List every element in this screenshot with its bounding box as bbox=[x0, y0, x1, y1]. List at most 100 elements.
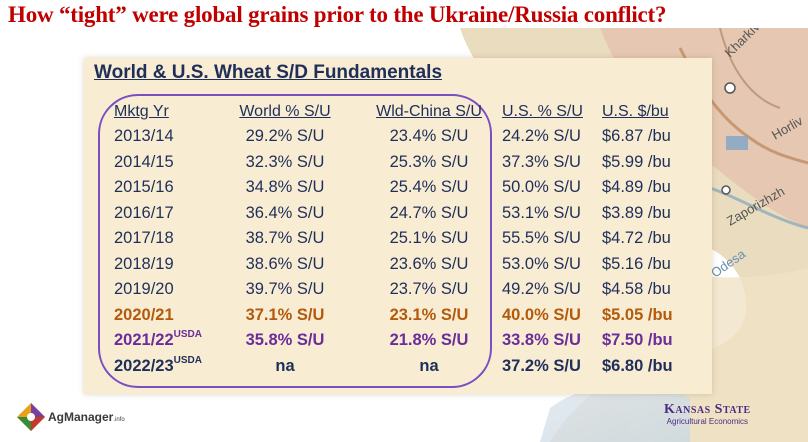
cell-us-su: 53.0% S/U bbox=[502, 252, 602, 278]
cell-us-su-text: 53.1% S/U bbox=[502, 203, 581, 222]
cell-us-su-text: 50.0% S/U bbox=[502, 178, 581, 197]
usda-superscript: USDA bbox=[173, 329, 202, 341]
cell-mktg-yr-text: 2019/20 bbox=[114, 280, 174, 299]
cell-us-su: 37.3% S/U bbox=[502, 150, 602, 176]
cell-wld-china-su-text: 24.7% S/U bbox=[389, 203, 469, 222]
cell-us-price: $4.72 /bu bbox=[602, 226, 698, 252]
cell-mktg-yr-text: 2015/16 bbox=[114, 178, 174, 197]
cell-us-price: $6.87 /bu bbox=[602, 124, 698, 150]
cell-us-su-text: 55.5% S/U bbox=[502, 229, 581, 248]
cell-mktg-yr: 2015/16 bbox=[114, 175, 214, 201]
usda-superscript: USDA bbox=[173, 354, 202, 366]
cell-world-su: 35.8% S/U bbox=[214, 328, 356, 354]
cell-wld-china-su-text: 25.3% S/U bbox=[389, 152, 469, 171]
cell-us-price: $3.89 /bu bbox=[602, 201, 698, 227]
table-header-row: Mktg Yr World % S/U Wld-China S/U U.S. %… bbox=[114, 100, 698, 124]
header-us-price: U.S. $/bu bbox=[602, 103, 669, 120]
cell-us-price: $5.16 /bu bbox=[602, 252, 698, 278]
cell-world-su: 37.1% S/U bbox=[214, 303, 356, 329]
cell-us-price: $5.99 /bu bbox=[602, 150, 698, 176]
cell-wld-china-su: 23.1% S/U bbox=[356, 303, 502, 329]
cell-us-price-text: $6.87 /bu bbox=[602, 127, 671, 146]
cell-us-price-text: $7.50 /bu bbox=[602, 331, 673, 350]
agmanager-logo: AgManager.info bbox=[16, 402, 125, 432]
header-mktg-yr: Mktg Yr bbox=[114, 103, 169, 120]
ksu-name: Kansas State bbox=[664, 402, 751, 417]
cell-mktg-yr: 2013/14 bbox=[114, 124, 214, 150]
cell-us-price-text: $3.89 /bu bbox=[602, 203, 671, 222]
cell-us-su: 24.2% S/U bbox=[502, 124, 602, 150]
cell-mktg-yr-text: 2021/22 bbox=[114, 331, 174, 350]
cell-us-su: 49.2% S/U bbox=[502, 277, 602, 303]
cell-wld-china-su-text: 23.6% S/U bbox=[389, 254, 469, 273]
cell-us-su-text: 49.2% S/U bbox=[502, 280, 581, 299]
cell-world-su: 34.8% S/U bbox=[214, 175, 356, 201]
cell-world-su: na bbox=[214, 354, 356, 380]
table-row: 2019/20 39.7% S/U 23.7% S/U 49.2% S/U $4.58 … bbox=[114, 277, 698, 303]
wheat-sd-panel: World & U.S. Wheat S/D Fundamentals Mktg… bbox=[84, 58, 712, 394]
cell-world-su-text: 32.3% S/U bbox=[245, 152, 325, 171]
cell-world-su-text: 38.6% S/U bbox=[245, 254, 325, 273]
ksu-subtitle: Agricultural Economics bbox=[666, 417, 749, 426]
cell-world-su-text: 34.8% S/U bbox=[245, 178, 325, 197]
cell-us-su-text: 40.0% S/U bbox=[502, 305, 581, 324]
cell-us-price: $5.05 /bu bbox=[602, 303, 698, 329]
panel-title: World & U.S. Wheat S/D Fundamentals bbox=[94, 62, 443, 83]
table-row: 2021/22USDA 35.8% S/U 21.8% S/U 33.8% S/U $7… bbox=[114, 328, 698, 354]
cell-mktg-yr: 2017/18 bbox=[114, 226, 214, 252]
cell-world-su-text: 35.8% S/U bbox=[245, 331, 325, 350]
agmanager-diamond-icon bbox=[17, 403, 45, 431]
cell-us-su-text: 53.0% S/U bbox=[502, 254, 581, 273]
cell-wld-china-su-text: 23.1% S/U bbox=[389, 305, 469, 324]
cell-wld-china-su-text: 25.1% S/U bbox=[389, 229, 469, 248]
cell-wld-china-su: 21.8% S/U bbox=[356, 328, 502, 354]
cell-mktg-yr-text: 2020/21 bbox=[114, 305, 174, 324]
cell-world-su-text: 29.2% S/U bbox=[245, 127, 325, 146]
cell-wld-china-su: 23.4% S/U bbox=[356, 124, 502, 150]
cell-mktg-yr-text: 2022/23 bbox=[114, 356, 174, 375]
table-row: 2016/17 36.4% S/U 24.7% S/U 53.1% S/U $3.89 … bbox=[114, 201, 698, 227]
table-row: 2015/16 34.8% S/U 25.4% S/U 50.0% S/U $4.89 … bbox=[114, 175, 698, 201]
cell-us-price-text: $5.05 /bu bbox=[602, 305, 673, 324]
cell-us-su: 37.2% S/U bbox=[502, 354, 602, 380]
header-world-su: World % S/U bbox=[239, 103, 331, 120]
cell-us-price-text: $4.72 /bu bbox=[602, 229, 671, 248]
wheat-sd-table: Mktg Yr World % S/U Wld-China S/U U.S. %… bbox=[114, 100, 698, 379]
cell-world-su-text: 37.1% S/U bbox=[245, 305, 325, 324]
table-row: 2014/15 32.3% S/U 25.3% S/U 37.3% S/U $5.99 … bbox=[114, 150, 698, 176]
cell-us-su: 53.1% S/U bbox=[502, 201, 602, 227]
table-row: 2022/23USDA na na 37.2% S/U $6.80 /bu bbox=[114, 354, 698, 380]
header-us-su: U.S. % S/U bbox=[502, 103, 583, 120]
cell-mktg-yr-text: 2016/17 bbox=[114, 203, 174, 222]
cell-mktg-yr: 2014/15 bbox=[114, 150, 214, 176]
table-row: 2013/14 29.2% S/U 23.4% S/U 24.2% S/U $6.87 … bbox=[114, 124, 698, 150]
kansas-state-logo: Kansas State Agricultural Economics bbox=[664, 402, 751, 426]
cell-us-su: 40.0% S/U bbox=[502, 303, 602, 329]
cell-wld-china-su-text: 21.8% S/U bbox=[389, 331, 469, 350]
cell-us-price: $7.50 /bu bbox=[602, 328, 698, 354]
table-row: 2018/19 38.6% S/U 23.6% S/U 53.0% S/U $5.16 … bbox=[114, 252, 698, 278]
cell-wld-china-su-text: 25.4% S/U bbox=[389, 178, 469, 197]
cell-wld-china-su: 23.7% S/U bbox=[356, 277, 502, 303]
cell-wld-china-su-text: 23.4% S/U bbox=[389, 127, 469, 146]
cell-mktg-yr-text: 2014/15 bbox=[114, 152, 174, 171]
cell-us-price: $4.89 /bu bbox=[602, 175, 698, 201]
cell-us-su: 55.5% S/U bbox=[502, 226, 602, 252]
slide-title: How “tight” were global grains prior to … bbox=[8, 2, 667, 27]
cell-wld-china-su: 25.3% S/U bbox=[356, 150, 502, 176]
cell-mktg-yr: 2018/19 bbox=[114, 252, 214, 278]
cell-world-su: 36.4% S/U bbox=[214, 201, 356, 227]
cell-world-su-text: 38.7% S/U bbox=[245, 229, 325, 248]
cell-us-price-text: $6.80 /bu bbox=[602, 356, 673, 375]
cell-us-su: 50.0% S/U bbox=[502, 175, 602, 201]
cell-world-su: 32.3% S/U bbox=[214, 150, 356, 176]
cell-us-su-text: 37.2% S/U bbox=[502, 356, 581, 375]
cell-mktg-yr-text: 2017/18 bbox=[114, 229, 174, 248]
cell-us-price-text: $5.16 /bu bbox=[602, 254, 671, 273]
cell-us-price-text: $4.58 /bu bbox=[602, 280, 671, 299]
cell-wld-china-su: 25.1% S/U bbox=[356, 226, 502, 252]
cell-us-price-text: $4.89 /bu bbox=[602, 178, 671, 197]
table-row: 2017/18 38.7% S/U 25.1% S/U 55.5% S/U $4.72 … bbox=[114, 226, 698, 252]
cell-world-su: 39.7% S/U bbox=[214, 277, 356, 303]
cell-wld-china-su: 23.6% S/U bbox=[356, 252, 502, 278]
